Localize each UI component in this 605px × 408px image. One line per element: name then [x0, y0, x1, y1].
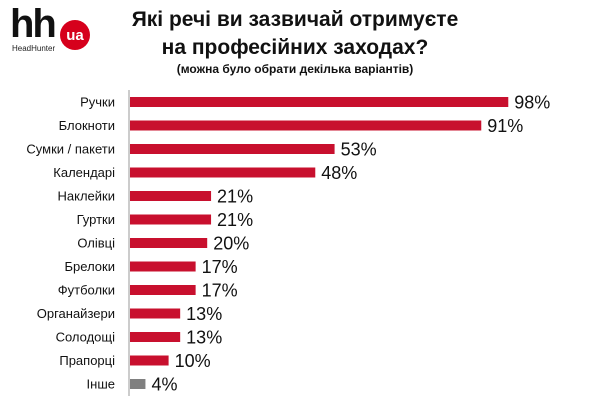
category-label: Ручки — [80, 95, 115, 110]
value-label: 98% — [514, 93, 550, 113]
bar — [130, 379, 146, 389]
category-label: Наклейки — [58, 189, 115, 204]
category-label: Футболки — [58, 283, 115, 298]
category-label: Інше — [87, 377, 115, 392]
chart-subtitle: (можна було обрати декілька варіантів) — [176, 62, 414, 76]
category-label: Прапорці — [59, 353, 115, 368]
value-label: 17% — [202, 257, 238, 277]
value-label: 13% — [186, 328, 222, 348]
logo-badge: ua — [60, 20, 90, 50]
bar — [130, 191, 212, 201]
category-label: Олівці — [77, 236, 115, 251]
value-label: 91% — [487, 116, 523, 136]
bar — [130, 238, 208, 248]
bar — [130, 308, 181, 319]
value-label: 10% — [175, 351, 211, 371]
logo-subtext: HeadHunter — [12, 44, 56, 53]
chart-title-line-2: на професійних заходах? — [161, 36, 429, 59]
headhunter-logo: hh ua HeadHunter — [10, 2, 100, 54]
value-label: 21% — [217, 187, 253, 207]
category-label: Сумки / пакети — [26, 142, 115, 157]
bar — [130, 144, 335, 154]
value-label: 21% — [217, 210, 253, 230]
bar — [130, 214, 212, 225]
category-label: Календарі — [53, 165, 115, 180]
value-label: 13% — [186, 304, 222, 324]
bar — [130, 261, 196, 272]
logo-text: hh — [10, 2, 57, 46]
bar — [130, 120, 482, 131]
category-label: Органайзери — [37, 306, 115, 321]
value-label: 48% — [321, 163, 357, 183]
bar — [130, 355, 169, 366]
value-label: 4% — [151, 375, 177, 395]
chart-title-line-1: Які речі ви зазвичай отримуєте — [131, 8, 459, 31]
bar — [130, 97, 509, 107]
bar — [130, 332, 181, 342]
value-label: 17% — [202, 281, 238, 301]
value-label: 20% — [213, 234, 249, 254]
category-label: Гуртки — [77, 212, 115, 227]
value-label: 53% — [341, 140, 377, 160]
bar — [130, 167, 316, 178]
bar — [130, 285, 196, 295]
category-label: Брелоки — [65, 259, 115, 274]
category-label: Блокноти — [59, 118, 115, 133]
category-label: Солодощі — [56, 330, 116, 345]
